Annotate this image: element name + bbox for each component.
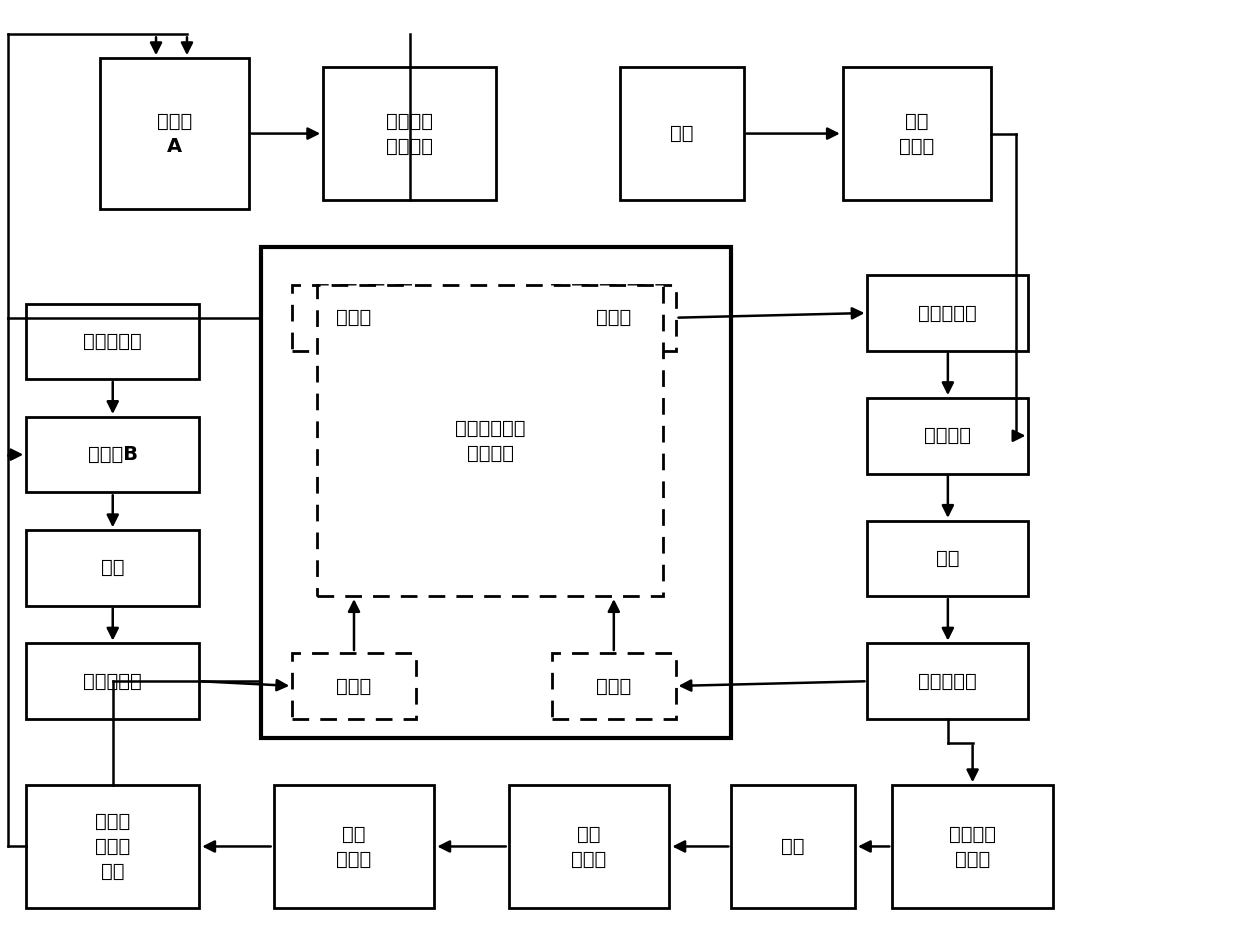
Text: 进气口: 进气口 [596,676,631,695]
Bar [893,785,1053,908]
Text: 液体流量计: 液体流量计 [83,671,143,690]
Bar [552,652,676,719]
Text: 活性成分
检测单元: 活性成分 检测单元 [386,112,433,155]
Bar [274,785,434,908]
Bar [293,652,415,719]
Text: 市电: 市电 [781,837,805,856]
Text: 隔离
变压器: 隔离 变压器 [572,825,606,868]
Bar [868,521,1028,597]
Bar [508,785,670,908]
Text: 高压纳
秒脉冲
电源: 高压纳 秒脉冲 电源 [95,812,130,881]
Bar [868,398,1028,474]
Bar [317,285,663,597]
Text: 液泵: 液泵 [100,559,124,578]
Text: 待处理水样: 待处理水样 [83,331,143,350]
Text: 出水口: 出水口 [336,308,372,328]
Text: 出气口: 出气口 [596,308,631,328]
Bar [843,67,991,200]
Bar [262,247,732,738]
Bar [868,276,1028,350]
Text: 气泵: 气泵 [936,549,960,568]
Text: 调压
变压器: 调压 变压器 [336,825,372,868]
Bar [552,285,676,350]
Text: 储水箱
A: 储水箱 A [157,112,192,155]
Text: 进水口: 进水口 [336,676,372,695]
Text: 气源: 气源 [670,124,693,143]
Bar [26,643,200,719]
Bar [732,785,856,908]
Bar [26,304,200,379]
Text: 气体流量计: 气体流量计 [919,671,977,690]
Bar [324,67,496,200]
Bar [26,530,200,606]
Text: 储水箱B: 储水箱B [88,445,138,464]
Text: 气液固三相放
电反应器: 气液固三相放 电反应器 [455,419,526,462]
Text: 缓冲气室: 缓冲气室 [924,426,971,445]
Bar [26,417,200,492]
Bar [26,785,200,908]
Bar [868,643,1028,719]
Bar [100,58,249,209]
Text: 压力
调节阀: 压力 调节阀 [899,112,935,155]
Text: 电参数检
测单元: 电参数检 测单元 [949,825,996,868]
Bar [293,285,415,350]
Bar [620,67,744,200]
Text: 气液分离器: 气液分离器 [919,303,977,323]
